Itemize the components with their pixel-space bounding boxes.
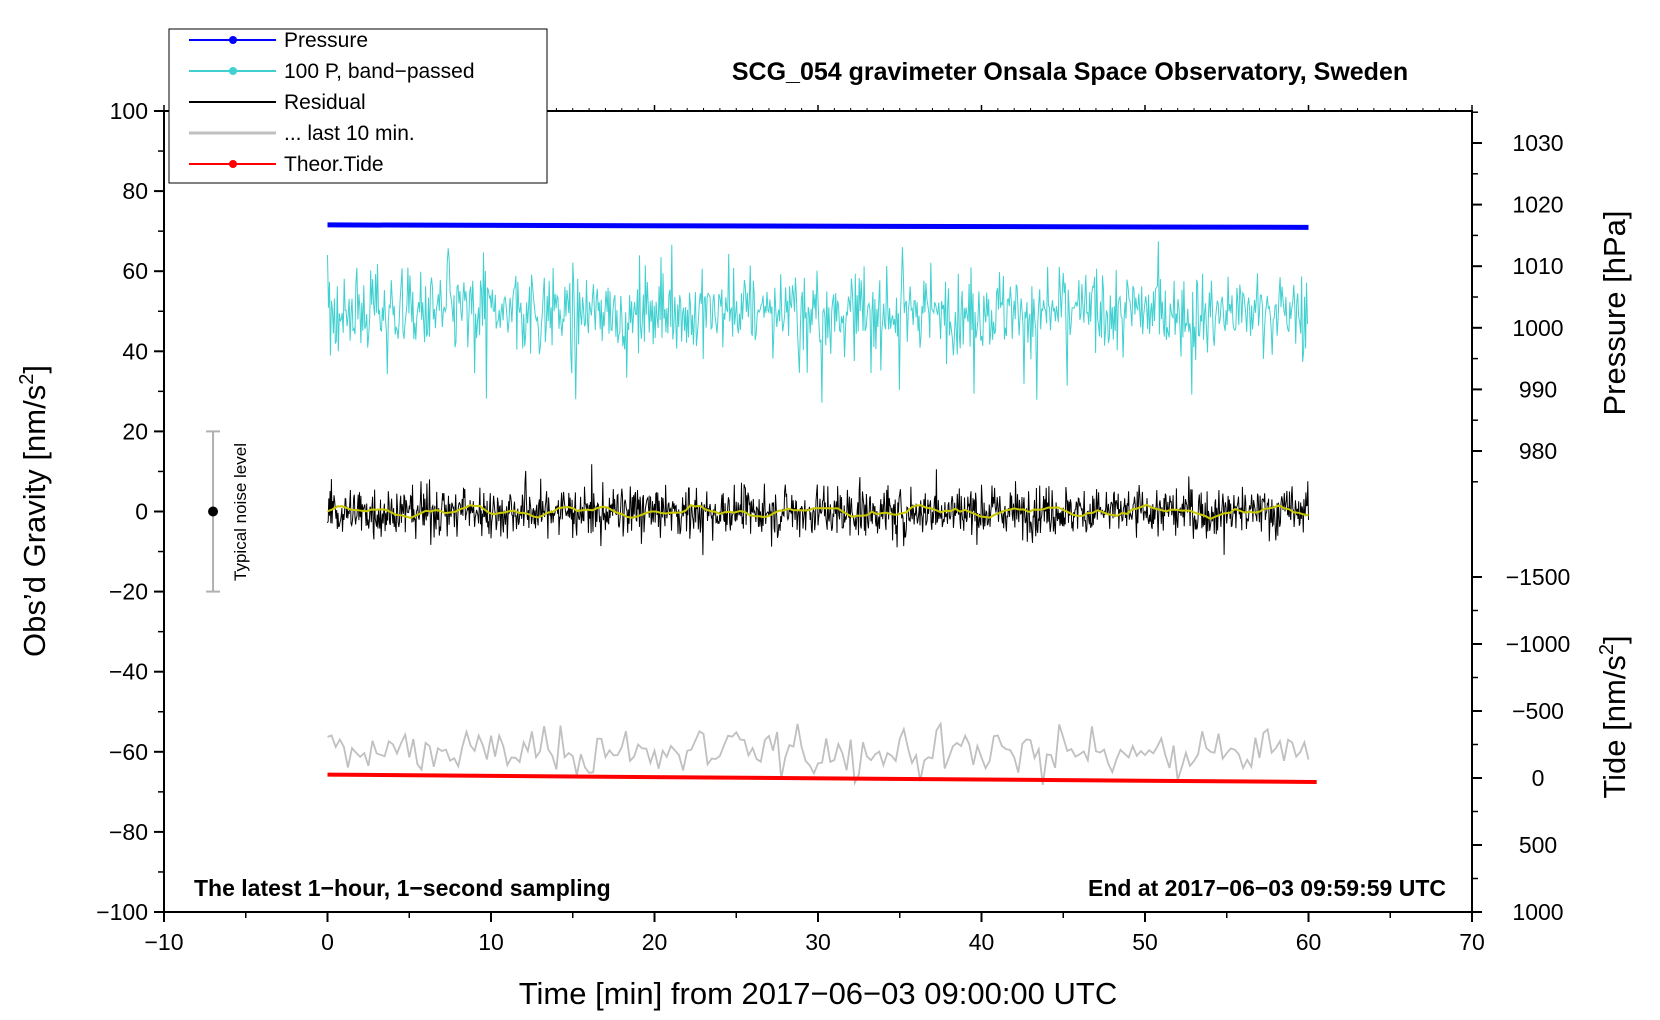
legend-marker (229, 36, 237, 44)
series-pressure (327, 222, 1309, 230)
tide-tick-label: 500 (1519, 832, 1557, 858)
y-tick-label: −100 (96, 899, 148, 925)
chart-title: SCG_054 gravimeter Onsala Space Observat… (732, 58, 1408, 86)
y-tick-label: −40 (109, 659, 148, 685)
legend-label: Pressure (284, 29, 368, 52)
x-tick-label: 60 (1296, 929, 1322, 955)
y-axis-title-tide: Tide [nm/s2] (1596, 635, 1632, 798)
x-tick-label: 70 (1459, 929, 1485, 955)
series-last-10-min (327, 721, 1310, 787)
legend-marker (229, 67, 237, 75)
y-tick-label: 20 (122, 418, 148, 444)
y-tick-label: 0 (135, 499, 148, 525)
series-band-passed-pressure (327, 241, 1308, 403)
y-tick-label: −80 (109, 819, 148, 845)
legend: Pressure 100 P, band−passed Residual ... la… (168, 28, 548, 184)
noise-bar-center (208, 506, 219, 517)
y-tick-label: 60 (122, 258, 148, 284)
label-layer: −10 0 10 20 30 40 50 60 70100806040200−20−40−60−… (96, 98, 1570, 955)
x-tick-label: 10 (478, 929, 504, 955)
series-theor-tide (327, 772, 1317, 785)
annotation-left: The latest 1−hour, 1−second sampling (194, 875, 611, 901)
legend-items: Pressure 100 P, band−passed Residual ... la… (189, 29, 475, 176)
pressure-tick-label: 1010 (1512, 253, 1563, 279)
tide-tick-label: 0 (1532, 765, 1545, 791)
noise-bar (206, 430, 221, 593)
x-tick-label: 40 (969, 929, 995, 955)
tide-tick-label: −1000 (1506, 631, 1571, 657)
series-residual (327, 464, 1309, 556)
y-tick-label: 40 (122, 338, 148, 364)
legend-marker (229, 160, 237, 168)
y-tick-label: −60 (109, 739, 148, 765)
legend-label: ... last 10 min. (284, 122, 415, 145)
noise-bar-label: Typical noise level (231, 443, 250, 581)
legend-label: Theor.Tide (284, 153, 384, 176)
series-layer (327, 222, 1317, 787)
legend-label: Residual (284, 91, 366, 114)
y-tick-label: 80 (122, 178, 148, 204)
x-tick-label: 30 (805, 929, 831, 955)
x-axis-title: Time [min] from 2017−06−03 09:00:00 UTC (519, 976, 1118, 1011)
x-tick-label: −10 (144, 929, 183, 955)
y-tick-label: −20 (109, 579, 148, 605)
legend-box (168, 28, 548, 184)
pressure-tick-label: 980 (1519, 438, 1557, 464)
pressure-tick-label: 990 (1519, 376, 1557, 402)
y-tick-label: 100 (110, 98, 148, 124)
x-tick-label: 20 (642, 929, 668, 955)
x-tick-label: 0 (321, 929, 334, 955)
x-tick-label: 50 (1132, 929, 1158, 955)
tide-tick-label: 1000 (1512, 899, 1563, 925)
pressure-tick-label: 1030 (1512, 130, 1563, 156)
y-axis-title-left: Obs’d Gravity [nm/s2] (16, 365, 52, 657)
pressure-tick-label: 1020 (1512, 192, 1563, 218)
tide-tick-label: −500 (1512, 698, 1564, 724)
annotation-right: End at 2017−06−03 09:59:59 UTC (1088, 875, 1446, 901)
pressure-tick-label: 1000 (1512, 315, 1563, 341)
y-axis-title-pressure: Pressure [hPa] (1597, 210, 1632, 415)
series-residual-smoothed (327, 503, 1309, 521)
tide-tick-label: −1500 (1506, 564, 1571, 590)
legend-label: 100 P, band−passed (284, 60, 475, 83)
